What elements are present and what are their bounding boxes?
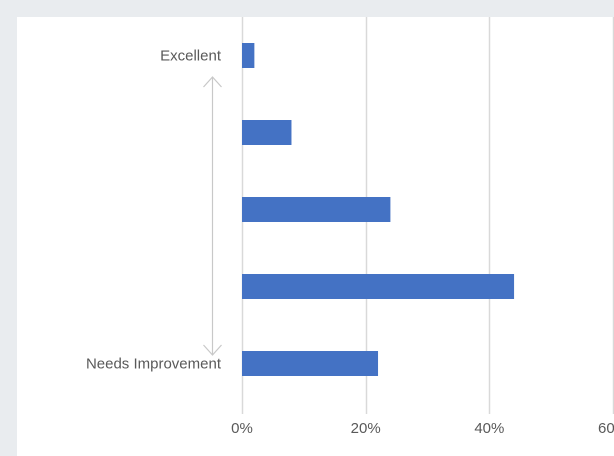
category-label-4: Needs Improvement — [86, 356, 222, 373]
bars — [242, 43, 515, 376]
bar-0 — [242, 43, 255, 68]
bar-1 — [242, 120, 292, 145]
chart-area: Excellent Needs Improvement 0% 20% 40% 60% — [17, 17, 614, 456]
arrow-head-up — [203, 76, 222, 88]
bar-chart: Excellent Needs Improvement 0% 20% 40% 60% — [86, 17, 614, 437]
x-tick-label-0: 0% — [231, 420, 253, 437]
x-tick-label-2: 40% — [474, 420, 504, 437]
scale-arrow — [203, 76, 222, 356]
bar-4 — [242, 351, 379, 376]
x-tick-label-3: 60% — [598, 420, 614, 437]
x-tick-labels: 0% 20% 40% 60% — [231, 420, 614, 437]
bar-2 — [242, 197, 391, 222]
category-label-0: Excellent — [160, 48, 222, 65]
arrow-head-down — [203, 344, 222, 356]
x-tick-label-1: 20% — [351, 420, 381, 437]
category-labels: Excellent Needs Improvement — [86, 48, 222, 373]
bar-3 — [242, 274, 515, 299]
